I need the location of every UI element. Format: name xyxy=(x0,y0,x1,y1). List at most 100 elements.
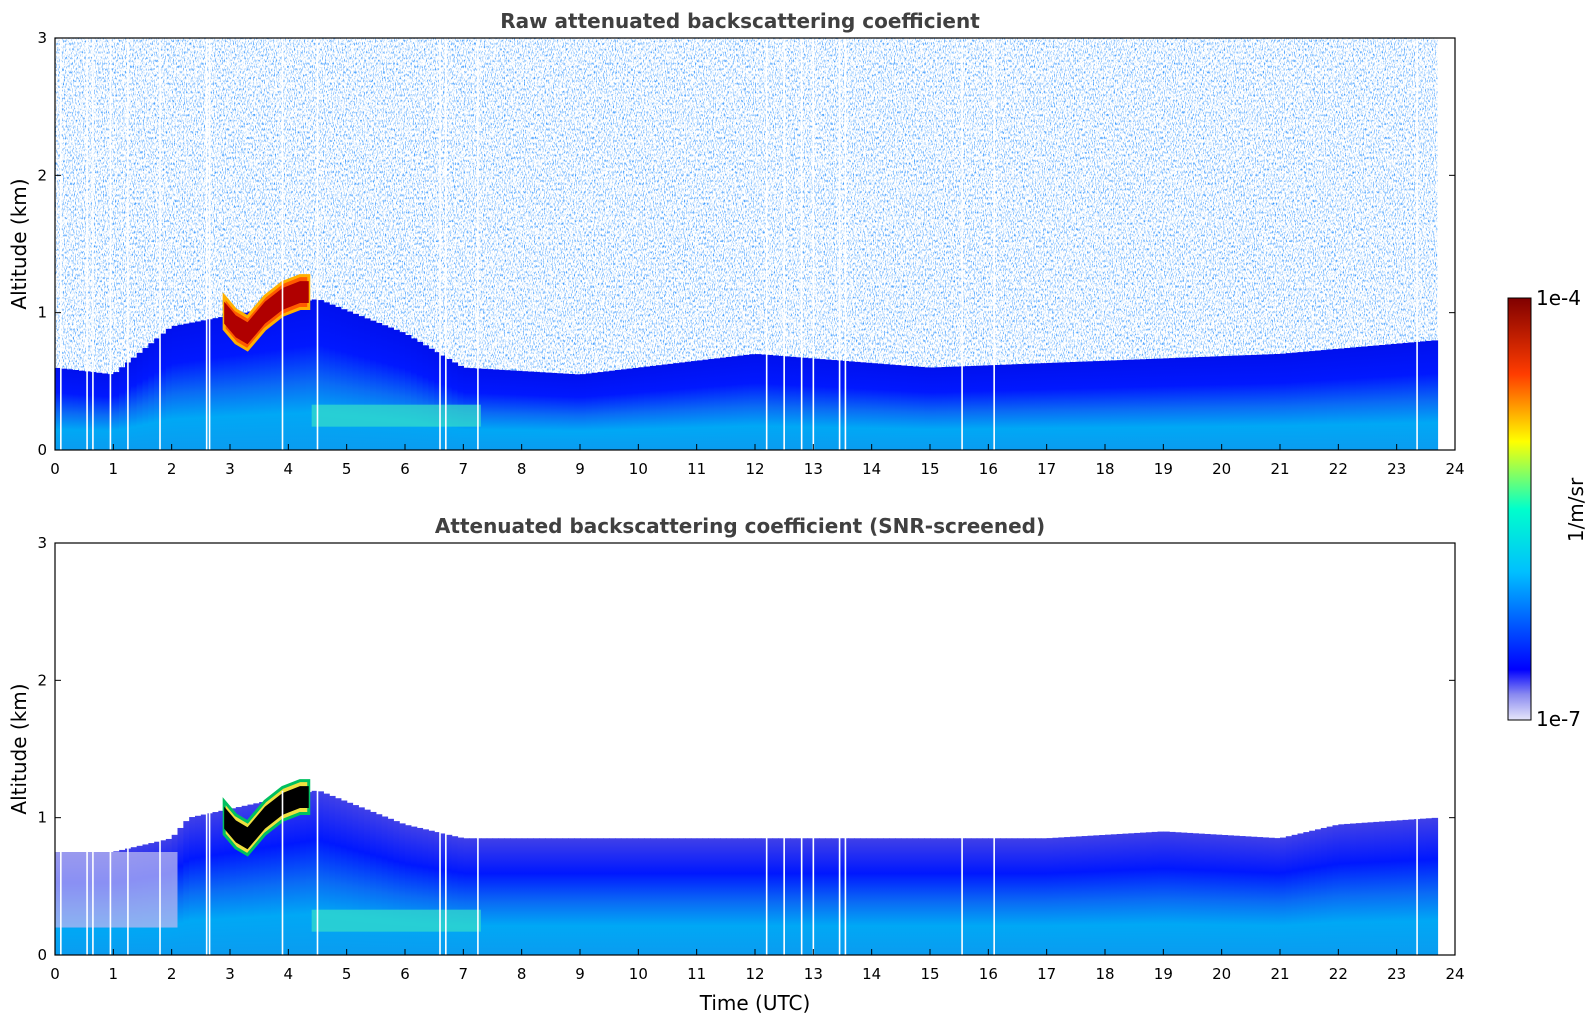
layer-column xyxy=(1175,357,1182,450)
y-tick-label: 2 xyxy=(37,166,47,184)
x-tick-label: 10 xyxy=(629,965,648,983)
layer-column xyxy=(1005,364,1013,450)
layer-column xyxy=(1192,833,1199,955)
layer-column xyxy=(113,372,120,450)
layer-column xyxy=(1420,818,1427,955)
layer-column xyxy=(690,361,698,450)
layer-column xyxy=(1204,356,1211,450)
layer-column xyxy=(340,800,348,955)
layer-column xyxy=(696,838,704,955)
layer-column xyxy=(1215,356,1223,450)
layer-column xyxy=(877,838,884,955)
layer-column xyxy=(1402,342,1409,450)
layer-column xyxy=(603,371,610,450)
layer-column xyxy=(848,361,855,450)
layer-column xyxy=(1396,343,1404,450)
layer-column xyxy=(282,797,289,955)
layer-column xyxy=(1023,838,1030,955)
x-tick-label: 9 xyxy=(575,965,585,983)
layer-column xyxy=(381,816,389,955)
layer-column xyxy=(1373,821,1380,955)
x-axis-label: Time (UTC) xyxy=(699,991,811,1015)
layer-column xyxy=(784,838,791,955)
layer-column xyxy=(364,809,371,955)
layer-column xyxy=(918,366,925,450)
x-tick-label: 22 xyxy=(1329,460,1348,478)
layer-column xyxy=(574,374,581,450)
y-tick-label: 1 xyxy=(37,809,47,827)
layer-column xyxy=(55,367,62,450)
layer-column xyxy=(241,312,249,450)
layer-column xyxy=(247,804,254,955)
layer-column xyxy=(825,359,832,450)
layer-column xyxy=(510,370,517,450)
layer-column xyxy=(760,354,768,450)
layer-column xyxy=(807,358,814,450)
layer-column xyxy=(801,357,809,450)
layer-column xyxy=(609,370,616,450)
layer-column xyxy=(533,838,540,955)
layer-column xyxy=(620,369,628,450)
layer-column xyxy=(638,838,645,955)
bottom-x-axis: 0 1 2 3 4 5 6 7 8 9 10 11 12 13 14 15 16 17 18 19 20 21 22 23 24 xyxy=(50,949,1465,983)
layer-column xyxy=(1215,834,1223,955)
layer-column xyxy=(731,356,739,450)
layer-column xyxy=(1017,838,1024,955)
layer-column xyxy=(1163,831,1170,955)
x-tick-label: 2 xyxy=(167,965,177,983)
layer-column xyxy=(585,838,593,955)
layer-column xyxy=(177,324,184,450)
layer-column xyxy=(1198,833,1205,955)
layer-column xyxy=(994,364,1001,450)
x-tick-label: 17 xyxy=(1037,965,1056,983)
layer-column xyxy=(941,838,949,955)
layer-column xyxy=(871,838,879,955)
layer-column xyxy=(195,321,202,450)
layer-column xyxy=(1256,354,1264,450)
layer-column xyxy=(294,302,301,450)
layer-column xyxy=(428,348,435,450)
layer-column xyxy=(568,838,575,955)
layer-column xyxy=(1035,838,1042,955)
layer-column xyxy=(1128,833,1135,955)
bottom-heatmap xyxy=(55,779,1439,955)
layer-column xyxy=(1081,836,1089,955)
layer-column xyxy=(317,300,324,450)
layer-column xyxy=(795,838,803,955)
x-tick-label: 24 xyxy=(1445,965,1464,983)
y-tick-label: 0 xyxy=(37,441,47,459)
layer-column xyxy=(772,355,779,450)
layer-column xyxy=(1268,837,1275,955)
x-tick-label: 3 xyxy=(225,460,235,478)
layer-column xyxy=(510,838,517,955)
layer-column xyxy=(451,836,459,955)
layer-column xyxy=(860,362,867,450)
layer-column xyxy=(1309,351,1316,450)
layer-column xyxy=(1239,836,1246,955)
layer-column xyxy=(556,838,564,955)
layer-column xyxy=(230,314,237,450)
layer-column xyxy=(615,370,622,450)
layer-column xyxy=(609,838,616,955)
layer-column xyxy=(597,838,604,955)
layer-column xyxy=(591,372,599,450)
layer-column xyxy=(177,827,184,955)
layer-column xyxy=(1140,832,1147,955)
layer-column xyxy=(737,355,744,450)
layer-column xyxy=(1040,838,1048,955)
layer-column xyxy=(708,838,715,955)
layer-column xyxy=(778,355,785,450)
layer-column xyxy=(632,367,639,450)
layer-column xyxy=(504,838,511,955)
layer-column xyxy=(755,354,762,450)
layer-column xyxy=(906,365,914,450)
layer-column xyxy=(830,838,838,955)
layer-column xyxy=(1105,834,1112,955)
x-tick-label: 4 xyxy=(284,460,294,478)
layer-column xyxy=(690,838,698,955)
layer-column xyxy=(387,818,394,955)
layer-column xyxy=(416,827,424,955)
layer-column xyxy=(335,306,342,450)
layer-column xyxy=(1285,353,1293,450)
layer-column xyxy=(1169,358,1176,450)
